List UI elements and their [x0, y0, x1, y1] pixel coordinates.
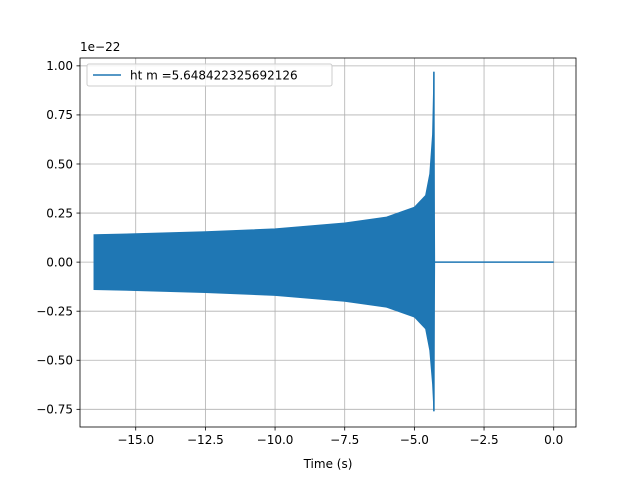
- x-tick-label: 0.0: [544, 433, 563, 447]
- x-tick-label: −2.5: [469, 433, 498, 447]
- y-axis-offset-label: 1e−22: [80, 40, 120, 54]
- series-layer: [93, 71, 554, 412]
- y-tick-label: −0.75: [36, 403, 73, 417]
- y-tick-label: −0.25: [36, 304, 73, 318]
- plot-frame: [79, 57, 577, 428]
- x-tick-label: −10.0: [257, 433, 294, 447]
- y-tick-label: 1.00: [46, 59, 73, 73]
- legend-entry-label: ht m =5.648422325692126: [130, 69, 298, 83]
- y-tick-label: 0.00: [46, 255, 73, 269]
- x-tick-label: −7.5: [330, 433, 359, 447]
- x-axis-label: Time (s): [303, 457, 353, 471]
- x-axis-ticks: −15.0 −12.5 −10.0 −7.5 −5.0 −2.5 0.0: [117, 427, 563, 447]
- x-tick-label: −12.5: [187, 433, 224, 447]
- y-tick-label: 0.75: [46, 108, 73, 122]
- x-tick-label: −15.0: [117, 433, 154, 447]
- legend-box: [86, 63, 333, 87]
- legend: ht m =5.648422325692126: [86, 63, 333, 87]
- y-tick-label: 0.25: [46, 206, 73, 220]
- y-tick-label: −0.50: [36, 354, 73, 368]
- y-tick-label: 0.50: [46, 157, 73, 171]
- y-axis-ticks: −0.75 −0.50 −0.25 0.00 0.25 0.50 0.75 1.00: [36, 59, 80, 417]
- x-tick-label: −5.0: [400, 433, 429, 447]
